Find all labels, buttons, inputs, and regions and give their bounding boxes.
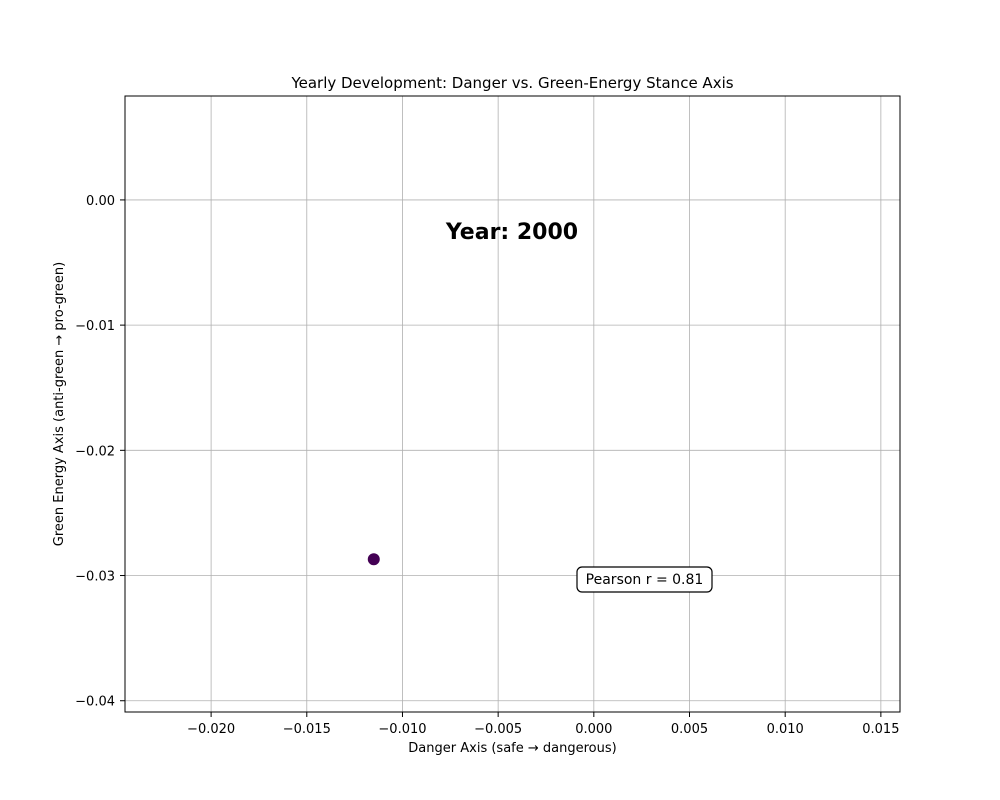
x-tick-label: −0.015 [283,722,331,737]
plot-area-frame [124,95,901,713]
data-point [367,553,380,566]
x-axis-label: Danger Axis (safe → dangerous) [408,741,616,756]
x-tick-label: −0.005 [474,722,522,737]
correlation-box-frame [576,566,713,593]
x-tick-label: 0.010 [767,722,804,737]
year-label: Year: 2000 [445,220,578,245]
x-tick-label: 0.015 [862,722,899,737]
chart-title: Yearly Development: Danger vs. Green-Ene… [290,74,733,92]
x-tick-label: −0.010 [378,722,426,737]
y-tick-label: −0.03 [75,570,115,585]
x-axis-ticks: −0.020 −0.015 −0.010 −0.005 0.000 0.005 0.010 0… [187,712,899,737]
data-points [367,553,380,566]
y-axis-label: Green Energy Axis (anti-green → pro-gree… [52,262,67,546]
x-tick-label: −0.020 [187,722,235,737]
x-tick-label: 0.000 [575,722,612,737]
y-tick-label: 0.00 [86,194,115,209]
y-tick-label: −0.01 [75,319,115,334]
y-tick-label: −0.04 [75,695,115,710]
grid-lines [125,96,900,712]
x-tick-label: 0.005 [671,722,708,737]
y-axis-ticks: 0.00 −0.01 −0.02 −0.03 −0.04 [75,194,125,710]
y-tick-label: −0.02 [75,444,115,459]
correlation-box: Pearson r = 0.81 [576,566,713,593]
correlation-label: Pearson r = 0.81 [586,572,704,588]
